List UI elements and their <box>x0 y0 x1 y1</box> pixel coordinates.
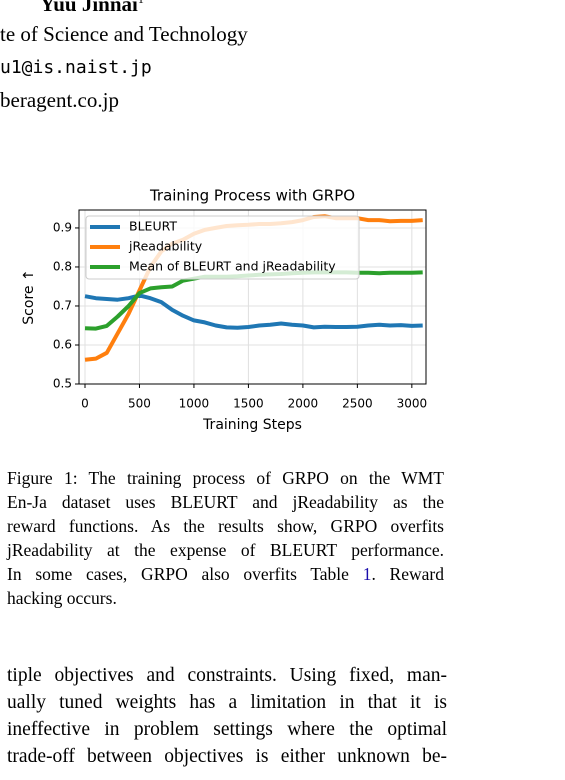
caption-line: reward functions. As the results show, G… <box>7 516 444 536</box>
legend-label: BLEURT <box>129 219 177 234</box>
legend-box <box>85 215 360 280</box>
legend-label: jReadability <box>128 239 203 254</box>
email: u1@is.naist.jp <box>0 57 152 78</box>
chart-title: Training Process with GRPO <box>149 187 355 205</box>
table-ref[interactable]: 1 <box>362 564 372 584</box>
author-mark: 1 <box>138 0 144 6</box>
x-tick-label: 1000 <box>179 397 210 411</box>
y-tick-label: 0.9 <box>53 220 72 234</box>
x-axis-label: Training Steps <box>202 417 302 433</box>
y-tick-label: 0.6 <box>53 337 72 351</box>
x-tick-label: 0 <box>81 397 89 411</box>
caption-line: In some cases, GRPO also overfits Table … <box>7 562 444 586</box>
body-text: tiple objectives and constraints. Using … <box>7 662 447 770</box>
caption-line: En-Ja dataset uses BLEURT and jReadabili… <box>7 492 444 512</box>
y-tick-label: 0.8 <box>53 259 72 273</box>
email: beragent.co.jp <box>0 88 119 112</box>
body-line: ually tuned weights has a limitation in … <box>7 692 447 713</box>
caption-line: jReadability at the expense of BLEURT pe… <box>7 540 444 560</box>
x-tick-label: 2500 <box>342 397 373 411</box>
x-tick-label: 500 <box>128 397 151 411</box>
chart: Training Process with GRPO 0.5 0.6 0.7 0.8 0.… <box>21 187 428 434</box>
affiliation: te of Science and Technology <box>0 22 248 46</box>
series-line <box>84 270 423 331</box>
y-tick-label: 0.7 <box>53 298 72 312</box>
x-tick-label: 1500 <box>233 397 264 411</box>
caption-text: . Reward <box>371 564 444 584</box>
caption-line: Figure 1: The training process of GRPO o… <box>7 468 444 488</box>
body-line: trade-off between objectives is either u… <box>7 746 447 767</box>
y-axis-label: Score ↑ <box>21 269 37 324</box>
caption-text: In some cases, GRPO also overfits Table <box>7 564 363 584</box>
x-tick-label: 3000 <box>397 397 428 411</box>
body-line: tiple objectives and constraints. Using … <box>7 665 447 686</box>
legend-label: Mean of BLEURT and jReadability <box>129 259 336 274</box>
y-tick-label: 0.5 <box>53 377 72 391</box>
author: Yuu Jinnai1 <box>40 0 144 17</box>
plot-frame <box>78 209 427 385</box>
series-line <box>84 293 423 330</box>
body-line: ineffective in problem settings where th… <box>7 719 447 740</box>
caption: Figure 1: The training process of GRPO o… <box>7 466 444 610</box>
caption-line: hacking occurs. <box>7 588 117 608</box>
x-tick-label: 2000 <box>288 397 319 411</box>
legend: BLEURT jReadability Mean of BLEURT and jRe… <box>85 215 360 280</box>
author-name: Yuu Jinnai <box>40 0 138 16</box>
